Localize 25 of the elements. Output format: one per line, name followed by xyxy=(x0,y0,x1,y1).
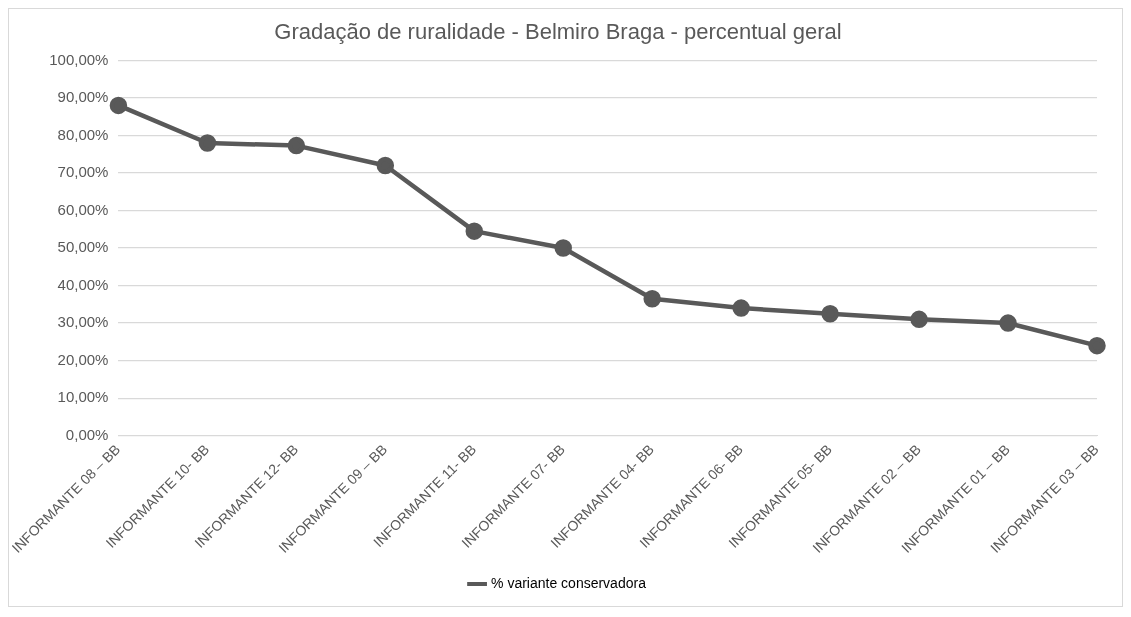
point xyxy=(376,156,395,175)
point xyxy=(732,299,750,317)
y-tick-label: 90,00% xyxy=(57,88,109,106)
point xyxy=(910,310,928,329)
point xyxy=(999,314,1017,332)
y-tick-label: 0,00% xyxy=(65,425,109,443)
point xyxy=(554,239,572,257)
chart-title: Gradação de ruralidade - Belmiro Braga - percentual geral xyxy=(274,19,842,45)
y-tick-label: 40,00% xyxy=(57,275,109,293)
y-tick-label: 50,00% xyxy=(57,238,109,256)
point xyxy=(109,96,128,115)
y-tick-label: 100,00% xyxy=(49,50,109,68)
y-tick-label: 30,00% xyxy=(57,313,109,331)
point xyxy=(643,289,661,308)
point xyxy=(465,222,484,240)
y-tick-label: 70,00% xyxy=(57,163,109,181)
point xyxy=(287,136,306,155)
y-tick-label: 60,00% xyxy=(57,200,109,218)
y-tick-label: 80,00% xyxy=(57,125,109,143)
point xyxy=(198,134,217,152)
y-tick-label: 20,00% xyxy=(57,350,109,368)
y-tick-label: 10,00% xyxy=(57,388,109,406)
legend-label: % variante conservadora xyxy=(491,574,647,591)
point xyxy=(821,304,839,323)
point xyxy=(1088,336,1106,355)
